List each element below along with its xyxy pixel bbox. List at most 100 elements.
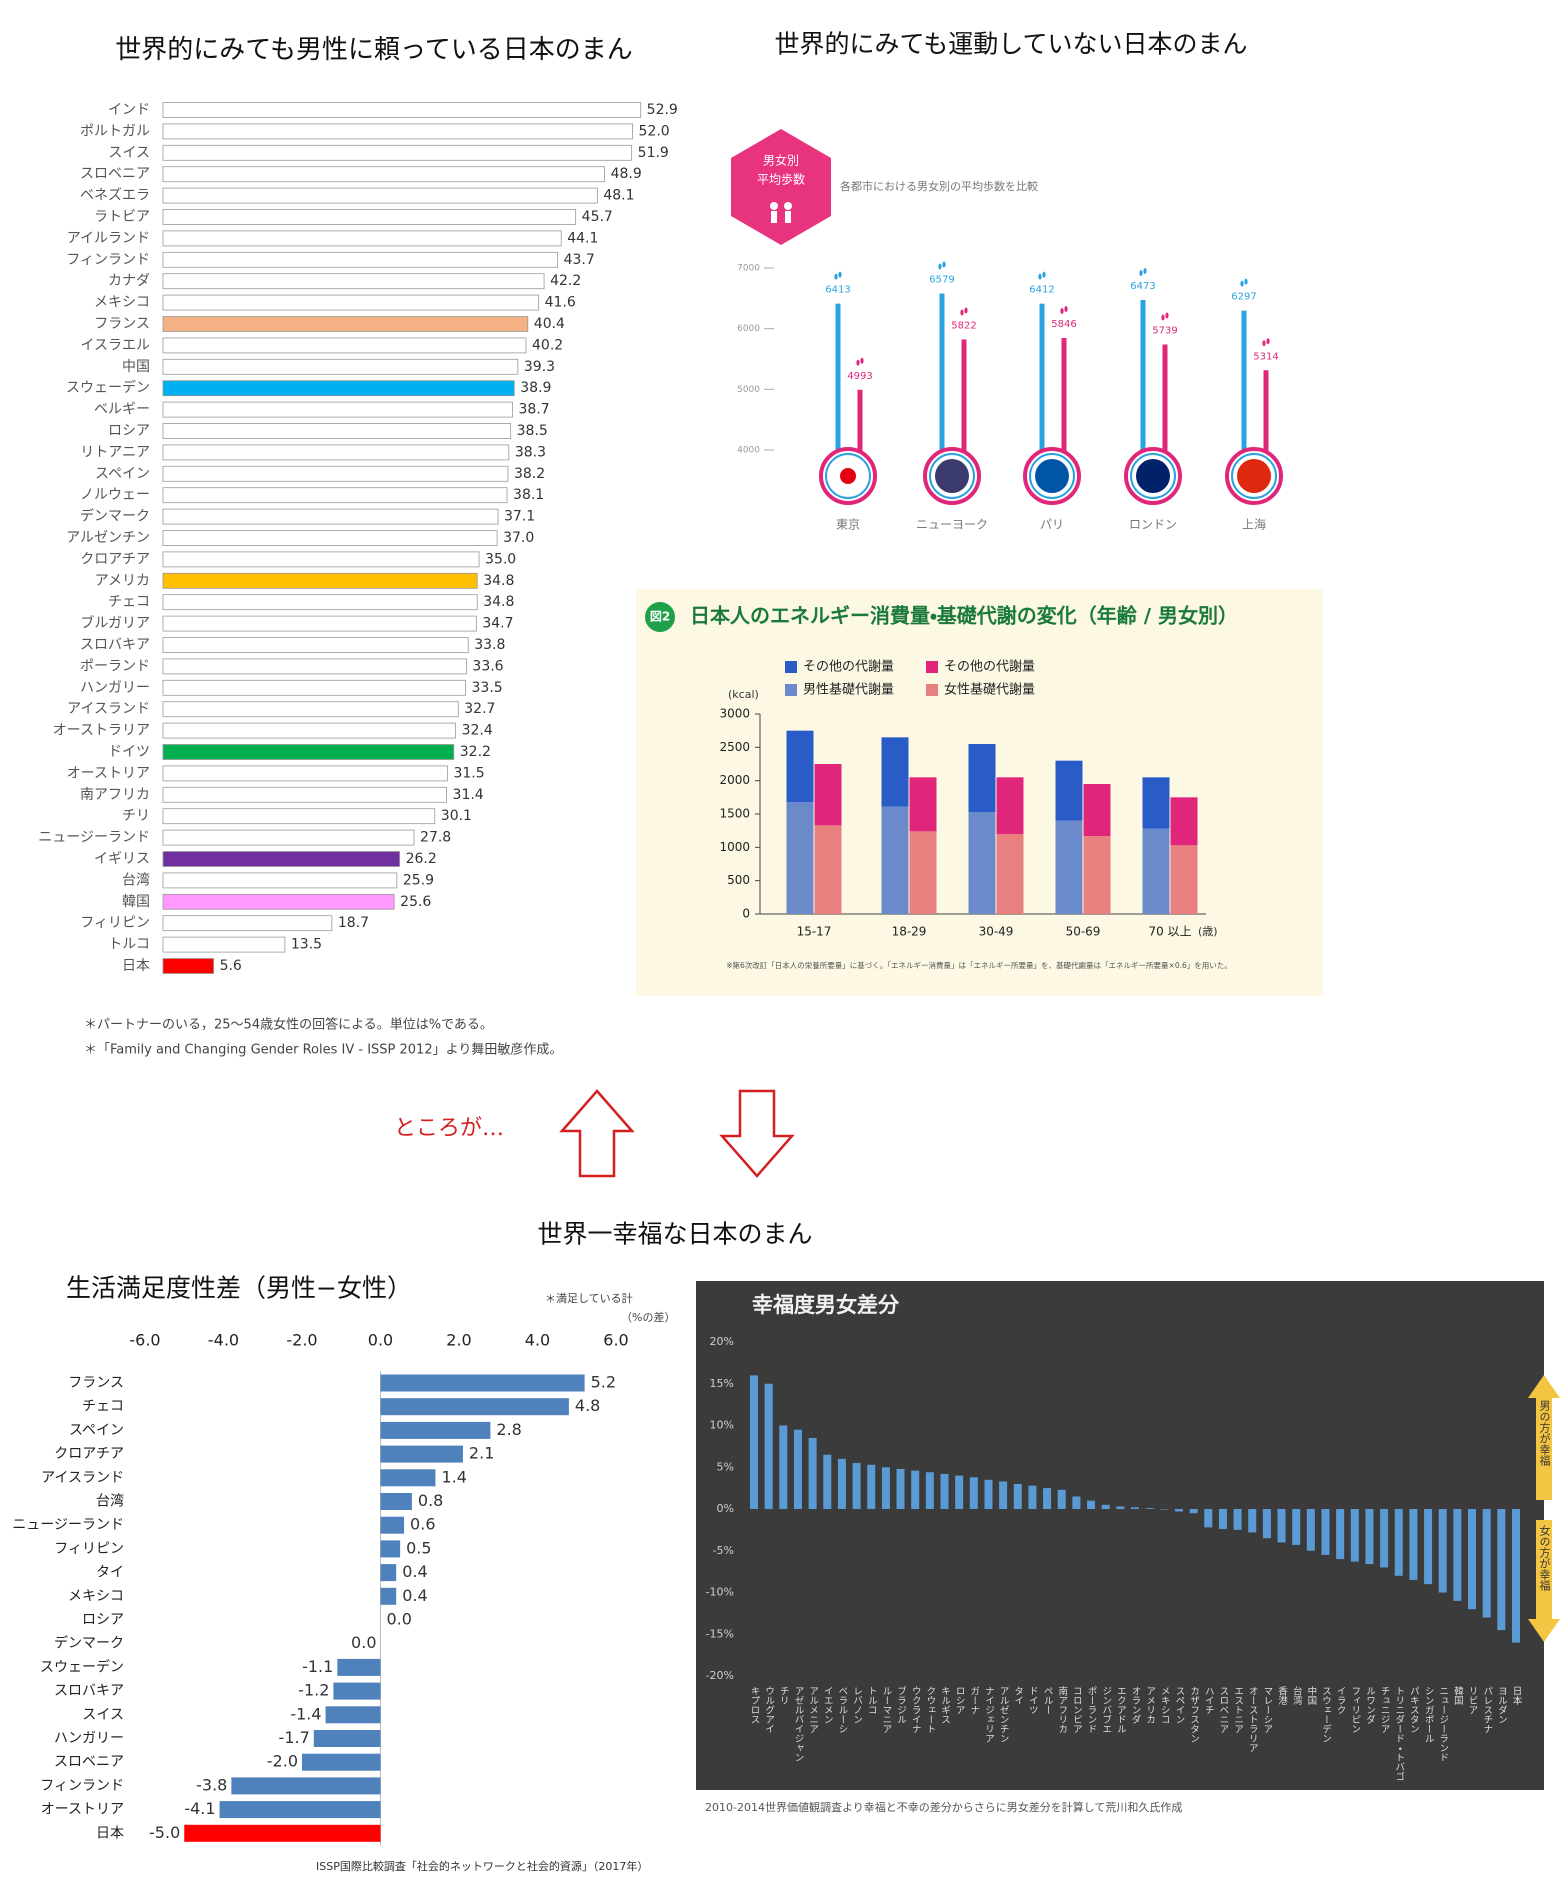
y-tick-label: チェコ (82, 1399, 124, 1415)
value-label: 0.5 (406, 1538, 431, 1557)
x-tick-label: ジンバブエ (1100, 1686, 1112, 1734)
bar (1116, 1506, 1125, 1509)
x-tick-label: ニュージーランド (1437, 1686, 1449, 1762)
value-label: 27.8 (420, 830, 451, 846)
value-label: 32.2 (460, 744, 491, 760)
bar (837, 1458, 846, 1509)
x-tick-label: アルゼンチン (998, 1686, 1010, 1743)
x-tick-label: ニューヨーク (916, 518, 988, 532)
footprint-icon (942, 261, 946, 268)
footprint-icon (1042, 271, 1046, 278)
bar (793, 1429, 802, 1509)
chart-note: ※第6次改訂「日本人の栄養所要量」に基づく。「エネルギー消費量」は「エネルギー所… (726, 960, 1232, 970)
bar (955, 1475, 964, 1509)
bar (1131, 1507, 1139, 1509)
x-tick-label: 15-17 (797, 925, 832, 939)
y-tick-label: 中国 (122, 359, 150, 375)
note: （%の差） (621, 1311, 675, 1324)
footprint-icon (1266, 338, 1270, 345)
x-tick-label: オーストラリア (1247, 1686, 1259, 1753)
note: ＊パートナーのいる，25〜54歳女性の回答による。単位は%である。 (84, 1017, 493, 1033)
footprint-icon (1143, 267, 1147, 274)
footprint-icon (1262, 340, 1266, 347)
value-label: 6473 (1130, 281, 1155, 292)
y-tick-label: デンマーク (54, 1635, 124, 1652)
y-tick-label: ドイツ (108, 744, 150, 760)
bar-segment (1142, 828, 1170, 914)
bar-segment (909, 831, 937, 914)
y-tick-label: 6000 (737, 324, 760, 334)
footprint-icon (1139, 269, 1143, 276)
value-label: 40.2 (532, 337, 563, 353)
y-tick-label: チェコ (108, 594, 150, 610)
bar (1409, 1509, 1418, 1580)
bar (1350, 1509, 1359, 1562)
y-tick-label: オーストリア (67, 765, 150, 781)
bar (162, 551, 480, 568)
bar (162, 915, 333, 932)
bar (1218, 1509, 1227, 1530)
value-label: 35.0 (485, 551, 516, 567)
bar (162, 829, 415, 846)
bar (1013, 1483, 1022, 1509)
value-label: 33.6 (472, 658, 503, 674)
x-tick-label: ドイツ (1027, 1686, 1039, 1715)
value-label: 37.0 (503, 530, 534, 546)
bar (764, 1383, 773, 1509)
bar (162, 337, 527, 354)
y-tick-label: フィリピン (80, 915, 150, 931)
y-tick-label: ポルトガル (80, 123, 150, 139)
x-tick-label: チリ (778, 1686, 789, 1705)
bar (162, 958, 214, 974)
y-tick-label: 15% (710, 1377, 734, 1390)
value-label: 6412 (1029, 285, 1054, 296)
up-band (1528, 1375, 1560, 1500)
y-tick-label: スロバキア (54, 1683, 124, 1699)
bar (380, 1421, 491, 1439)
value-label: 25.9 (403, 872, 434, 888)
x-tick-label: 50-69 (1066, 925, 1101, 939)
bar (162, 744, 455, 760)
y-tick-label: スペイン (95, 466, 150, 482)
x-tick-label: ヨルダン (1496, 1686, 1508, 1724)
x-tick-label: タイ (1012, 1686, 1024, 1705)
legend-swatch (785, 684, 797, 696)
bar (162, 209, 577, 225)
x-tick-label: アゼルバイジャン (792, 1686, 804, 1762)
x-tick-label: 日本 (1511, 1686, 1523, 1706)
value-label: -1.1 (302, 1657, 333, 1676)
footprint-icon (856, 359, 860, 366)
bar (808, 1438, 817, 1509)
x-tick-label: 東京 (836, 518, 860, 532)
bar (1468, 1509, 1477, 1610)
footprint-icon (1060, 308, 1064, 315)
y-tick-label: アイルランド (67, 230, 150, 246)
bar (1057, 1489, 1066, 1509)
x-tick-label: 2.0 (446, 1331, 471, 1350)
value-label: 5.2 (591, 1373, 616, 1392)
footprint-icon (964, 307, 968, 314)
bar (380, 1374, 585, 1392)
bulb-flag (1035, 459, 1069, 493)
bar (896, 1468, 905, 1509)
value-label: -1.2 (298, 1681, 329, 1700)
value-label: -5.0 (149, 1823, 180, 1842)
annotation: 男の方が幸福 (1538, 1400, 1551, 1467)
y-tick-label: 韓国 (122, 894, 150, 910)
bar (1101, 1504, 1110, 1509)
value-label: -3.8 (196, 1775, 227, 1794)
bar-segment (1170, 845, 1198, 914)
x-tick-label: 上海 (1242, 518, 1266, 532)
x-tick-label: -6.0 (129, 1331, 160, 1350)
value-label: 25.6 (400, 894, 431, 910)
footprint-icon (938, 263, 942, 270)
bar (1453, 1509, 1462, 1601)
footprint-icon (960, 309, 964, 316)
value-label: 45.7 (582, 209, 613, 225)
y-tick-label: 20% (710, 1335, 734, 1348)
y-tick-label: 4000 (737, 446, 760, 456)
bar (325, 1706, 381, 1724)
x-tick-label: 70 以上 (1148, 925, 1191, 939)
bar (162, 316, 529, 332)
bar (162, 765, 448, 782)
